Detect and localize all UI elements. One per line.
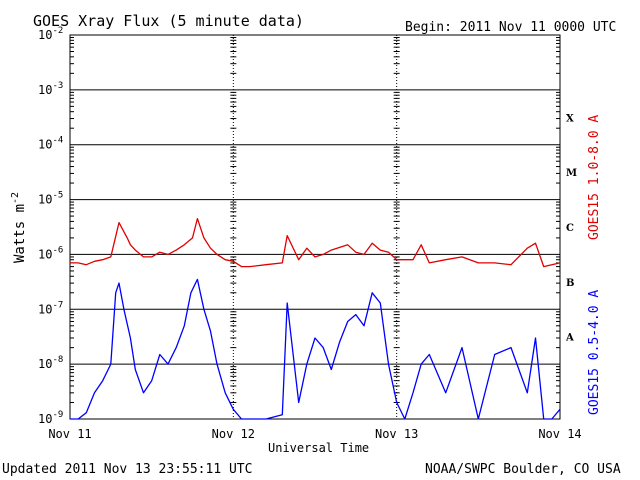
y-tick-label: 10-2 bbox=[38, 26, 63, 42]
flare-class-label: X bbox=[566, 113, 574, 124]
plot-frame bbox=[69, 34, 561, 420]
series-lines bbox=[70, 217, 561, 420]
y-axis-label: Watts m-2 bbox=[10, 192, 28, 263]
updated-text: Updated 2011 Nov 13 23:55:11 UTC bbox=[2, 462, 252, 477]
flare-class-label: C bbox=[566, 223, 574, 234]
legend-series-1: GOES15 1.0-8.0 A bbox=[587, 115, 602, 240]
x-axis-label: Universal Time bbox=[268, 441, 369, 455]
legend-series-2: GOES15 0.5-4.0 A bbox=[587, 290, 602, 415]
credit-text: NOAA/SWPC Boulder, CO USA bbox=[425, 462, 621, 477]
flare-class-label: B bbox=[566, 278, 574, 289]
y-tick-labels: 10-9 10-8 10-7 10-6 10-5 10-4 10-3 10-2 bbox=[38, 26, 63, 426]
y-tick-label: 10-4 bbox=[38, 136, 63, 152]
x-tick-label: Nov 12 bbox=[212, 427, 255, 441]
series-line-2 bbox=[70, 278, 561, 420]
svg-text:Watts m-2: Watts m-2 bbox=[10, 192, 28, 263]
chart-title: GOES Xray Flux (5 minute data) bbox=[33, 12, 304, 30]
y-tick-label: 10-6 bbox=[38, 245, 63, 261]
y-axis-label-text: Watts m bbox=[12, 204, 28, 263]
begin-time: Begin: 2011 Nov 11 0000 UTC bbox=[405, 20, 616, 35]
series-line-1 bbox=[70, 217, 561, 268]
x-tick-label: Nov 11 bbox=[48, 427, 91, 441]
flare-class-label: A bbox=[565, 333, 574, 344]
x-tick-label: Nov 14 bbox=[538, 427, 581, 441]
y-tick-label: 10-5 bbox=[38, 191, 63, 207]
y-tick-label: 10-9 bbox=[38, 410, 63, 426]
x-tick-labels: Nov 11 Nov 12 Nov 13 Nov 14 bbox=[48, 427, 581, 441]
x-tick-label: Nov 13 bbox=[375, 427, 418, 441]
y-tick-label: 10-3 bbox=[38, 81, 63, 97]
flare-class-labels: A B C M X bbox=[565, 113, 577, 343]
y-tick-label: 10-8 bbox=[38, 355, 63, 371]
y-axis-label-exp: -2 bbox=[10, 192, 21, 204]
grid-lines bbox=[70, 35, 560, 419]
y-tick-label: 10-7 bbox=[38, 300, 63, 316]
minor-ticks bbox=[70, 37, 560, 403]
flare-class-label: M bbox=[566, 168, 577, 179]
